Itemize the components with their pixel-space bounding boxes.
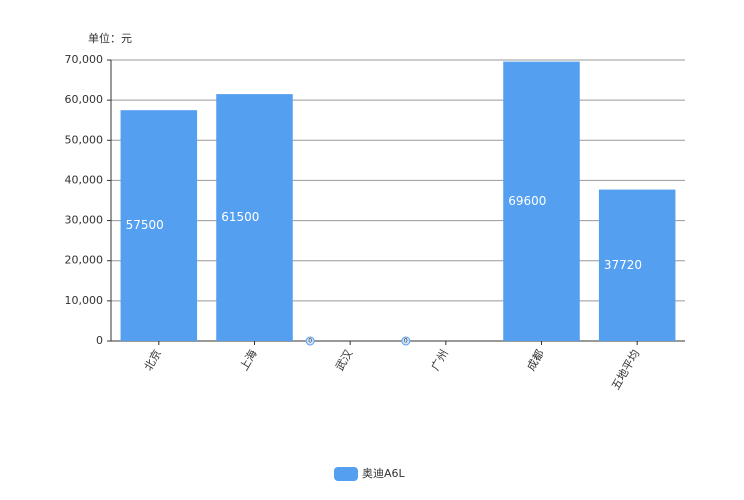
- y-tick-label: 0: [96, 334, 103, 347]
- x-tick-label: 广州: [429, 348, 451, 374]
- value-label: 61500: [221, 210, 259, 224]
- y-tick-label: 20,000: [65, 254, 104, 267]
- x-tick-label: 武汉: [333, 348, 355, 374]
- value-label: 69600: [508, 194, 546, 208]
- x-tick-label: 成都: [524, 348, 546, 374]
- bar: [598, 189, 676, 341]
- value-label-bubble: [401, 336, 411, 346]
- value-label: 0: [308, 338, 312, 345]
- bar: [503, 61, 580, 341]
- value-label: 37720: [604, 258, 642, 272]
- y-tick-label: 70,000: [65, 53, 104, 66]
- value-label: 0: [404, 338, 408, 345]
- x-tick-label: 北京: [141, 347, 164, 373]
- value-label: 57500: [126, 218, 164, 232]
- y-tick-label: 10,000: [65, 294, 104, 307]
- x-tick-label: 上海: [237, 347, 260, 373]
- y-tick-label: 40,000: [65, 173, 104, 186]
- bar: [120, 110, 198, 341]
- y-tick-label: 50,000: [65, 133, 104, 146]
- legend-swatch: [334, 467, 358, 481]
- bar: [216, 94, 293, 341]
- y-tick-label: 30,000: [65, 214, 104, 227]
- x-tick-label: 五地平均: [609, 348, 642, 393]
- legend-label: 奥迪A6L: [362, 466, 406, 480]
- value-label-bubble: [305, 336, 315, 346]
- y-tick-label: 60,000: [65, 93, 104, 106]
- y-axis-label: 单位：元: [88, 31, 132, 45]
